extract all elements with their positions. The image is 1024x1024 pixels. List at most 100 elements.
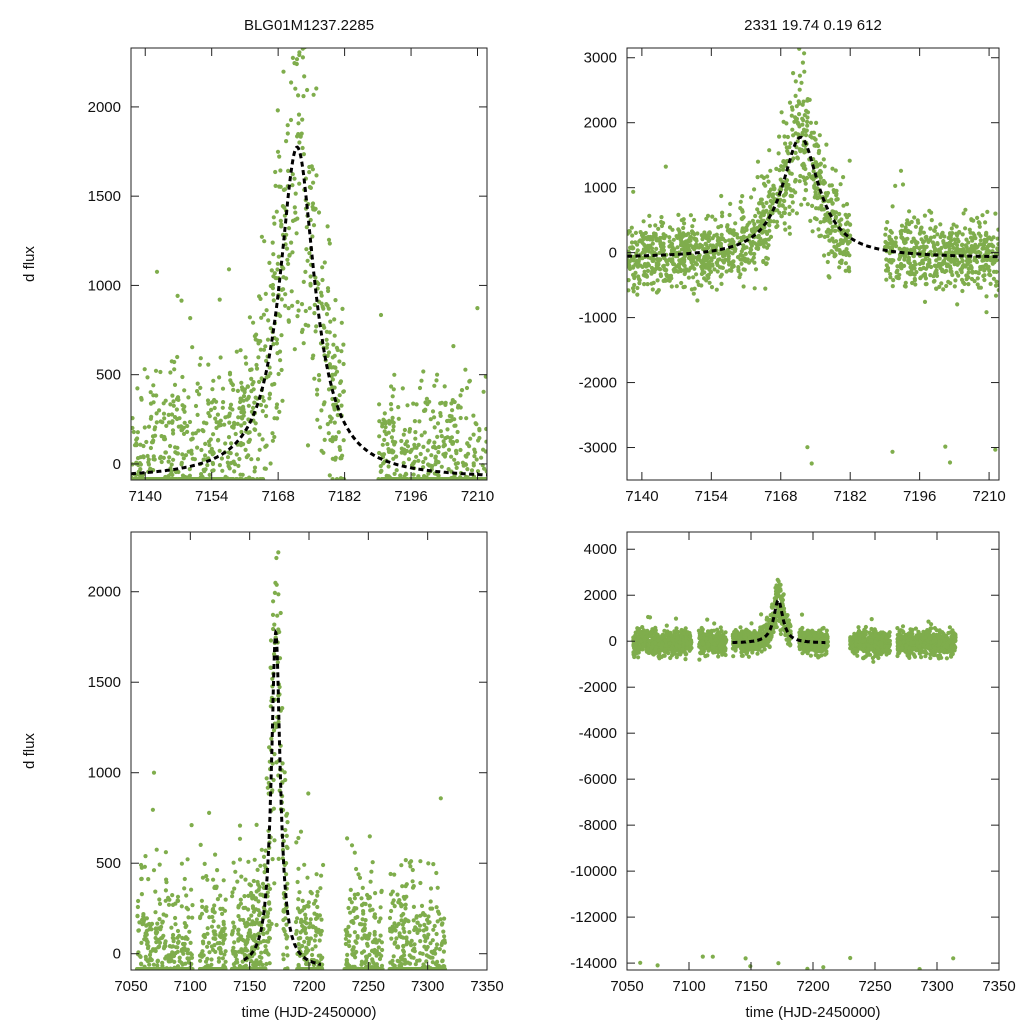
data-point (324, 312, 330, 317)
data-point (354, 866, 359, 872)
data-point (286, 168, 291, 173)
data-point (218, 951, 223, 956)
data-point (914, 244, 919, 250)
data-point (249, 890, 254, 896)
data-point (805, 119, 810, 124)
data-point (969, 217, 974, 222)
data-point (239, 423, 244, 428)
data-point (281, 275, 286, 280)
data-point (458, 405, 463, 410)
data-point (198, 842, 203, 848)
data-point (947, 240, 952, 245)
data-point (890, 204, 895, 209)
data-point (411, 918, 416, 923)
top-left-model-curve (131, 145, 487, 477)
data-point (947, 249, 952, 255)
data-point (352, 896, 357, 901)
data-point (790, 208, 795, 213)
data-point (267, 936, 272, 941)
data-point (408, 864, 413, 869)
data-point (189, 451, 194, 456)
data-point (905, 218, 910, 223)
data-point (163, 941, 168, 946)
data-point (719, 281, 724, 286)
data-point (226, 267, 232, 272)
data-point (148, 416, 153, 421)
data-point (137, 461, 142, 466)
data-point (384, 473, 389, 478)
data-point (987, 268, 992, 273)
data-point (172, 382, 178, 387)
data-point (819, 203, 824, 208)
data-point (794, 116, 800, 121)
data-point (183, 935, 189, 940)
data-point (893, 183, 898, 188)
data-point (690, 230, 696, 235)
data-point (692, 255, 697, 260)
data-point (268, 907, 273, 912)
data-point (897, 246, 902, 251)
data-point (352, 892, 357, 897)
data-point (663, 164, 668, 169)
data-point (238, 399, 243, 405)
data-point (240, 937, 245, 942)
data-point (783, 141, 788, 146)
data-point (242, 387, 247, 392)
data-point (727, 212, 732, 218)
data-point (275, 660, 280, 665)
data-point (691, 275, 696, 280)
data-point (803, 166, 808, 172)
data-point (818, 161, 824, 166)
data-point (803, 133, 809, 138)
data-point (348, 910, 353, 915)
data-point (413, 430, 418, 435)
data-point (814, 142, 819, 147)
data-point (233, 949, 238, 955)
data-point (308, 281, 313, 286)
data-point (200, 949, 205, 954)
data-point (977, 221, 982, 226)
data-point (183, 477, 188, 480)
data-point (925, 262, 931, 267)
data-point (482, 477, 487, 480)
data-point (631, 289, 636, 294)
data-point (216, 946, 222, 951)
data-point (210, 461, 216, 467)
data-point (274, 337, 279, 342)
data-point (484, 426, 487, 432)
data-point (251, 320, 256, 325)
data-point (763, 286, 768, 291)
data-point (230, 382, 235, 387)
data-point (274, 341, 279, 346)
data-point (278, 610, 283, 616)
data-point (843, 222, 849, 227)
data-point (272, 838, 277, 843)
data-point (289, 80, 294, 85)
data-point (641, 219, 646, 224)
data-point (249, 457, 254, 462)
data-point (417, 419, 422, 424)
data-point (972, 233, 977, 238)
data-point (302, 906, 307, 911)
data-point (311, 180, 316, 185)
data-point (166, 902, 172, 907)
data-point (160, 920, 165, 925)
data-point (258, 892, 263, 897)
data-point (201, 941, 206, 946)
data-point (432, 923, 437, 929)
data-point (915, 218, 920, 223)
data-point (996, 242, 999, 247)
data-point (935, 232, 940, 237)
data-point (202, 932, 207, 938)
data-point (994, 279, 999, 284)
data-point (752, 187, 757, 192)
data-point (719, 232, 724, 237)
data-point (645, 268, 651, 273)
data-point (135, 913, 140, 919)
data-point (252, 933, 257, 938)
data-point (185, 857, 190, 862)
data-point (720, 214, 725, 219)
data-point (409, 955, 414, 960)
data-point (947, 460, 953, 465)
